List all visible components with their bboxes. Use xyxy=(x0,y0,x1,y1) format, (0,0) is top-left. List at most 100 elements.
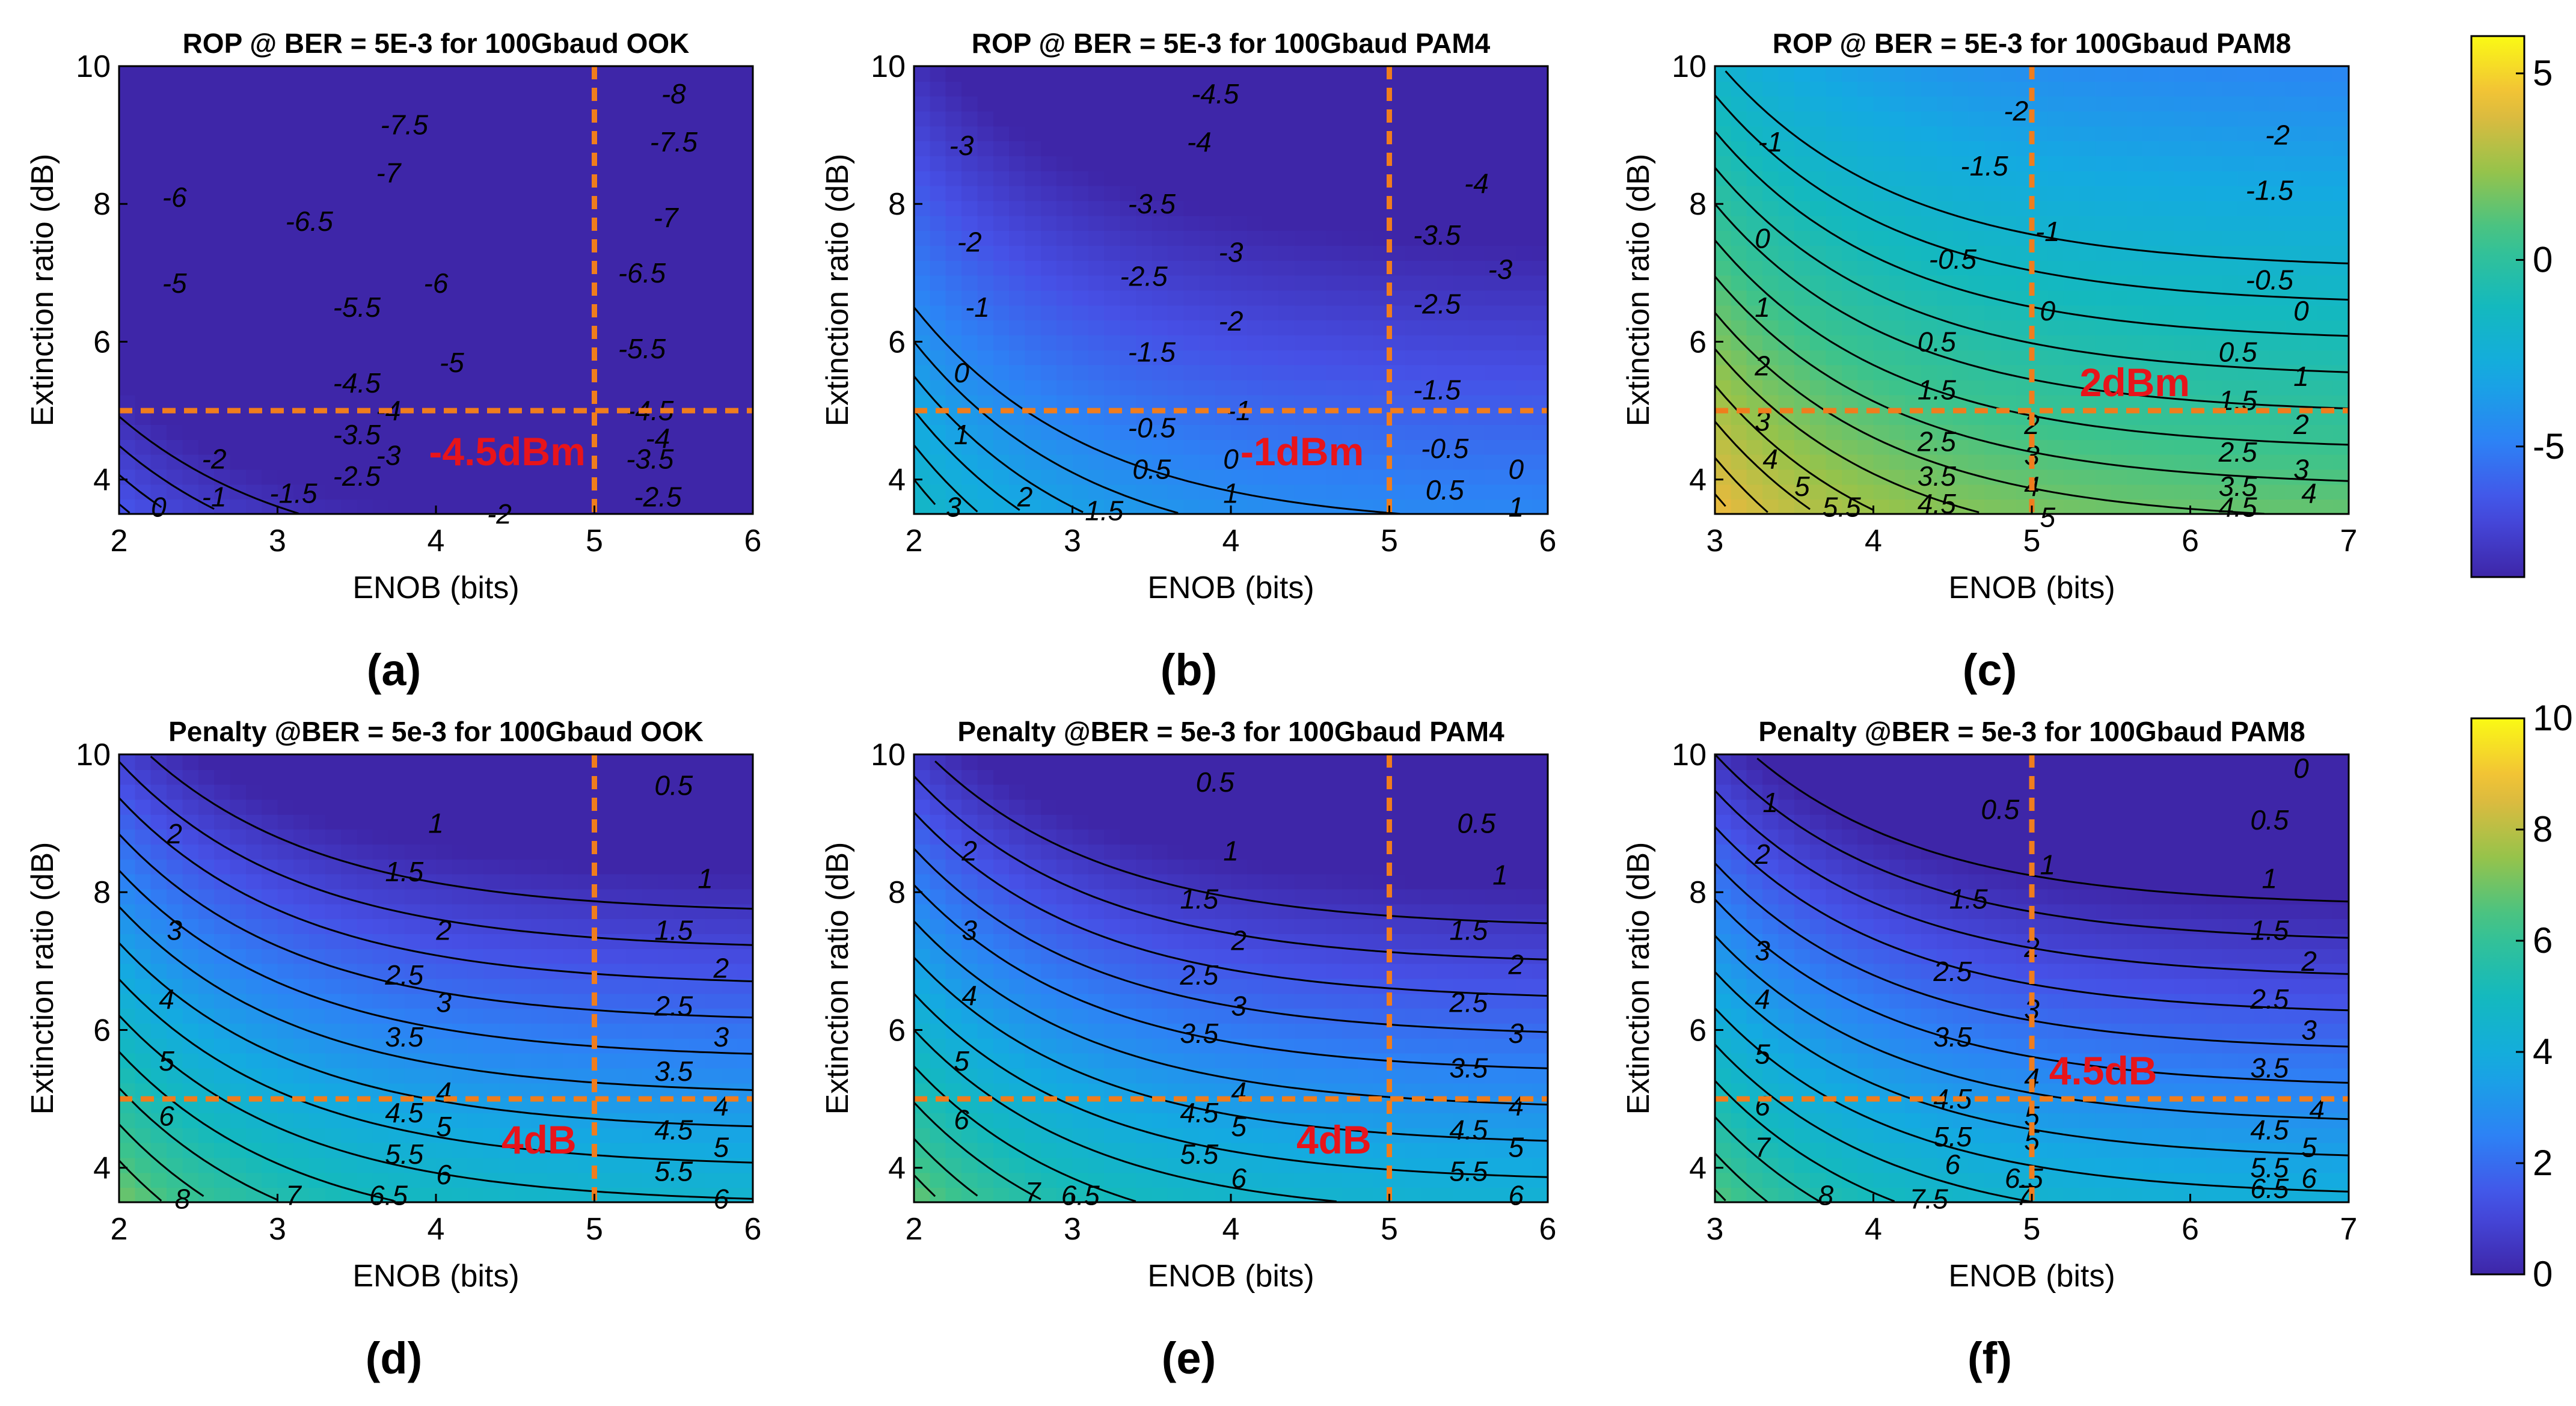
heatmap-cell xyxy=(610,96,627,112)
y-tick-label: 6 xyxy=(888,325,906,359)
heatmap-cell xyxy=(452,260,468,276)
heatmap-cell xyxy=(1199,185,1216,201)
heatmap-cell xyxy=(1278,170,1295,186)
heatmap-cell xyxy=(610,126,627,142)
heatmap-cell xyxy=(1857,469,1874,485)
heatmap-cell xyxy=(547,858,563,875)
heatmap-cell xyxy=(1025,320,1041,335)
heatmap-cell xyxy=(309,320,326,335)
heatmap-cell xyxy=(1120,170,1136,186)
heatmap-cell xyxy=(230,200,247,216)
heatmap-cell xyxy=(182,305,199,321)
heatmap-cell xyxy=(467,784,485,800)
heatmap-cell xyxy=(531,963,548,979)
heatmap-cell xyxy=(325,394,342,411)
heatmap-cell xyxy=(1810,379,1827,396)
heatmap-cell xyxy=(673,260,690,276)
heatmap-cell xyxy=(2332,126,2350,142)
heatmap-cell xyxy=(1968,305,1985,321)
heatmap-cell xyxy=(214,1187,231,1203)
heatmap-cell xyxy=(467,66,485,82)
heatmap-cell xyxy=(737,1068,754,1084)
heatmap-cell xyxy=(1262,126,1280,142)
heatmap-cell xyxy=(404,275,421,291)
heatmap-cell xyxy=(182,1068,199,1084)
heatmap-cell xyxy=(483,1038,500,1054)
heatmap-cell xyxy=(1278,275,1295,291)
contour-label: -5 xyxy=(440,347,464,378)
heatmap-cell xyxy=(404,903,421,920)
heatmap-cell xyxy=(1199,349,1216,365)
heatmap-cell xyxy=(2047,424,2064,440)
heatmap-cell xyxy=(150,349,168,365)
heatmap-cell xyxy=(483,424,500,440)
heatmap-cell xyxy=(262,156,278,171)
heatmap-cell xyxy=(135,903,152,920)
heatmap-cell xyxy=(1500,141,1517,156)
heatmap-cell xyxy=(119,96,136,112)
heatmap-cell xyxy=(2222,275,2239,291)
heatmap-cell xyxy=(673,185,690,201)
heatmap-cell xyxy=(914,111,931,127)
heatmap-cell xyxy=(721,918,738,934)
heatmap-cell xyxy=(150,799,168,815)
heatmap-cell xyxy=(277,245,294,261)
heatmap-cell xyxy=(673,245,690,261)
heatmap-cell xyxy=(993,66,1010,82)
heatmap-cell xyxy=(977,260,994,276)
heatmap-cell xyxy=(547,754,563,770)
heatmap-cell xyxy=(167,81,183,97)
heatmap-cell xyxy=(657,799,675,815)
heatmap-cell xyxy=(945,66,963,82)
heatmap-cell xyxy=(1072,200,1089,216)
heatmap-cell xyxy=(1873,200,1890,216)
heatmap-cell xyxy=(626,290,643,306)
heatmap-cell xyxy=(293,364,310,381)
heatmap-cell xyxy=(325,769,342,785)
heatmap-cell xyxy=(452,469,468,485)
heatmap-cell xyxy=(198,1172,215,1188)
heatmap-cell xyxy=(1247,141,1263,156)
heatmap-cell xyxy=(1500,305,1517,321)
heatmap-cell xyxy=(230,1113,247,1128)
heatmap-cell xyxy=(2000,349,2017,365)
heatmap-cell xyxy=(340,185,358,201)
heatmap-cell xyxy=(483,454,500,470)
heatmap-cell xyxy=(483,1157,500,1173)
heatmap-cell xyxy=(150,424,168,440)
heatmap-cell xyxy=(135,469,152,485)
heatmap-cell xyxy=(737,934,754,949)
heatmap-cell xyxy=(1056,439,1073,455)
heatmap-cell xyxy=(914,66,931,82)
heatmap-cell xyxy=(945,305,963,321)
heatmap-cell xyxy=(1968,484,1985,500)
heatmap-cell xyxy=(1120,156,1136,171)
heatmap-cell xyxy=(262,111,278,127)
heatmap-cell xyxy=(562,499,580,515)
y-tick-label: 4 xyxy=(1689,463,1707,498)
heatmap-cell xyxy=(2174,200,2191,216)
contour-label: -1 xyxy=(965,292,990,323)
contour-label: -1.5 xyxy=(2246,174,2294,206)
heatmap-cell xyxy=(515,141,532,156)
heatmap-cell xyxy=(914,394,931,411)
heatmap-cell xyxy=(420,305,437,321)
heatmap-cell xyxy=(245,469,263,485)
heatmap-cell xyxy=(214,1142,231,1158)
heatmap-cell xyxy=(182,769,199,785)
heatmap-cell xyxy=(1484,66,1501,82)
heatmap-cell xyxy=(1532,111,1549,127)
heatmap-cell xyxy=(1278,320,1295,335)
heatmap-cell xyxy=(2222,215,2239,231)
heatmap-cell xyxy=(1167,66,1184,82)
heatmap-cell xyxy=(1810,349,1827,365)
heatmap-cell xyxy=(309,918,326,934)
heatmap-cell xyxy=(309,111,326,127)
heatmap-cell xyxy=(245,290,263,306)
heatmap-cell xyxy=(1247,305,1263,321)
heatmap-cell xyxy=(1889,66,1906,82)
heatmap-cell xyxy=(1857,111,1874,127)
heatmap-cell xyxy=(689,96,706,112)
heatmap-cell xyxy=(167,96,183,112)
heatmap-cell xyxy=(182,918,199,934)
